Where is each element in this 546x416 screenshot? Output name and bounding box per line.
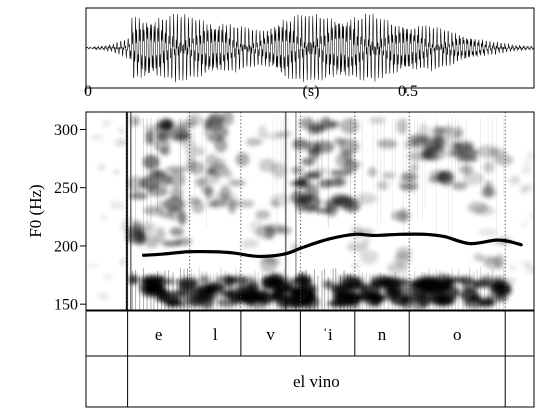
f0-tick-label: 150 <box>54 297 78 314</box>
word-label: el vino <box>293 372 340 391</box>
annotation-tiers: e l v ˈi n o el vino <box>86 311 534 407</box>
f0-tick-label: 250 <box>54 180 78 197</box>
segment-tier: e l v ˈi n o <box>128 311 506 356</box>
segment-label: o <box>453 325 462 344</box>
f0-axis-label: F0 (Hz) <box>26 184 45 237</box>
segment-label: n <box>378 325 387 344</box>
waveform-panel: 0 0.5 (s) <box>84 8 534 100</box>
segment-label: l <box>213 325 218 344</box>
word-tier: el vino <box>128 356 506 407</box>
segment-label: v <box>266 325 275 344</box>
spectrogram-panel: 150 200 250 300 F0 (Hz) <box>26 111 538 314</box>
tiers-frame <box>86 311 534 407</box>
waveform-axis-label: (s) <box>303 83 320 100</box>
segment-label: e <box>155 325 163 344</box>
f0-axis: 150 200 250 300 <box>54 122 86 314</box>
f0-tick-label: 200 <box>54 238 78 255</box>
segment-label: ˈi <box>322 325 333 344</box>
waveform-tick-label: 0.5 <box>398 83 418 100</box>
waveform-tick-label: 0 <box>84 83 92 100</box>
f0-tick-label: 300 <box>54 122 78 139</box>
